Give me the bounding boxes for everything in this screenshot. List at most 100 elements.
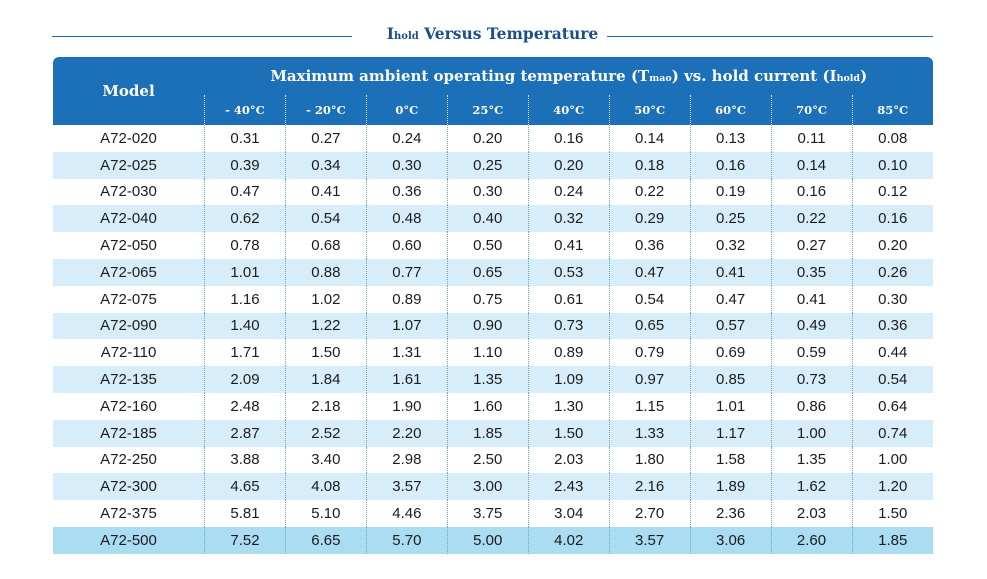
- model-cell: A72-065: [53, 258, 205, 286]
- hold-current-cell: 2.20: [365, 419, 448, 447]
- hold-current-cell: 0.41: [527, 232, 610, 259]
- model-cell: A72-050: [100, 237, 157, 255]
- hold-current-cell: 0.13: [689, 125, 772, 152]
- hold-current-cell: 1.30: [527, 392, 610, 420]
- model-cell: A72-020: [100, 129, 157, 147]
- table-row: A72-110 1.71 1.50 1.31 1.10 0.89 0.79 0.69 0.59 0…: [53, 339, 933, 367]
- hold-current-cell: 0.53: [527, 258, 610, 286]
- hold-current-cell: 0.24: [527, 178, 610, 206]
- hold-current-cell: 0.16: [851, 205, 933, 233]
- table-row: A72-500 7.52 6.65 5.70 5.00 4.02 3.57 3.06 2.60 1…: [53, 526, 933, 554]
- table-row: A72-050 0.78 0.68 0.60 0.50 0.41 0.36 0.32 0.27 0…: [53, 232, 933, 259]
- hold-current-cell: 3.04: [527, 500, 610, 527]
- hold-current-cell: 0.25: [689, 205, 772, 233]
- hold-current-cell: 1.85: [851, 526, 933, 554]
- model-cell: A72-030: [100, 183, 157, 201]
- hold-current-cell: 0.30: [851, 285, 933, 313]
- hold-current-cell: 0.68: [284, 232, 367, 259]
- hold-current-cell: 0.78: [204, 232, 286, 259]
- hold-current-cell: 0.74: [851, 419, 933, 447]
- model-cell: A72-160: [100, 397, 157, 415]
- temperature-column-header: 25°C: [446, 95, 529, 125]
- hold-current-cell: 1.02: [284, 285, 367, 313]
- hold-current-cell: 1.35: [770, 446, 852, 474]
- title-bar: Ihold Versus Temperature: [52, 22, 933, 48]
- hold-current-cell: 3.06: [689, 526, 772, 554]
- hold-current-cell: 3.40: [284, 446, 367, 474]
- hold-current-cell: 0.85: [689, 366, 772, 393]
- hold-current-cell: 0.32: [689, 232, 772, 259]
- hold-current-cell: 7.52: [204, 526, 286, 554]
- hold-current-cell: 0.19: [689, 178, 772, 206]
- temperature-column-header: 0°C: [365, 95, 448, 125]
- hold-current-cell: 0.31: [204, 125, 286, 152]
- hold-current-cell: 1.50: [851, 500, 933, 527]
- model-cell: A72-110: [100, 344, 157, 362]
- temperature-column-header: 40°C: [527, 95, 610, 125]
- model-cell: A72-500: [53, 526, 205, 554]
- hold-current-cell: 1.90: [365, 392, 448, 420]
- hold-current-cell: 0.08: [851, 125, 933, 152]
- hold-current-cell: 0.16: [689, 151, 772, 179]
- hold-current-cell: 0.29: [608, 205, 691, 233]
- hold-current-cell: 0.36: [851, 312, 933, 340]
- hold-current-cell: 0.25: [446, 151, 529, 179]
- hold-current-cell: 2.50: [446, 446, 529, 474]
- table-row: A72-375 5.81 5.10 4.46 3.75 3.04 2.70 2.36 2.03 1…: [53, 500, 933, 527]
- hold-current-cell: 5.70: [365, 526, 448, 554]
- hold-current-cell: 3.75: [446, 500, 529, 527]
- table-row: A72-020 0.31 0.27 0.24 0.20 0.16 0.14 0.13 0.11 0…: [53, 125, 933, 152]
- hold-current-cell: 0.89: [527, 339, 610, 367]
- table-row: A72-300 4.65 4.08 3.57 3.00 2.43 2.16 1.89 1.62 1…: [53, 473, 933, 501]
- hold-current-cell: 1.50: [284, 339, 367, 367]
- hold-current-cell: 1.60: [446, 392, 529, 420]
- table-row: A72-075 1.16 1.02 0.89 0.75 0.61 0.54 0.47 0.41 0…: [53, 285, 933, 313]
- hold-current-cell: 0.40: [446, 205, 529, 233]
- model-column-header: Model: [53, 57, 205, 125]
- hold-current-cell: 0.47: [204, 178, 286, 206]
- hold-current-cell: 0.20: [851, 232, 933, 259]
- hold-current-cell: 3.88: [204, 446, 286, 474]
- hold-current-cell: 2.87: [204, 419, 286, 447]
- hold-current-cell: 0.64: [851, 392, 933, 420]
- temperature-column-header: - 40°C: [204, 95, 286, 125]
- hold-current-cell: 1.89: [689, 473, 772, 501]
- model-cell: A72-250: [100, 451, 157, 469]
- hold-current-cell: 2.52: [284, 419, 367, 447]
- hold-current-cell: 0.36: [608, 232, 691, 259]
- model-cell: A72-185: [53, 419, 205, 447]
- hold-current-cell: 0.20: [527, 151, 610, 179]
- hold-current-cell: 0.16: [770, 178, 852, 206]
- hold-current-cell: 0.41: [284, 178, 367, 206]
- table-title: Ihold Versus Temperature: [386, 24, 599, 43]
- hold-current-cell: 1.07: [365, 312, 448, 340]
- temperature-column-header: 85°C: [851, 95, 933, 125]
- hold-current-cell: 0.47: [608, 258, 691, 286]
- temperature-group-header: Maximum ambient operating temperature (T…: [204, 57, 933, 95]
- hold-current-cell: 0.20: [446, 125, 529, 152]
- hold-current-cell: 1.71: [204, 339, 286, 367]
- hold-current-cell: 0.48: [365, 205, 448, 233]
- hold-current-cell: 0.54: [608, 285, 691, 313]
- hold-current-cell: 0.12: [851, 178, 933, 206]
- hold-current-cell: 1.62: [770, 473, 852, 501]
- model-cell: A72-090: [53, 312, 205, 340]
- hold-current-cell: 0.90: [446, 312, 529, 340]
- hold-current-cell: 0.32: [527, 205, 610, 233]
- hold-current-cell: 1.40: [204, 312, 286, 340]
- temperature-header-row: - 40°C - 20°C 0°C 25°C 40°C 50°C 60°C 70°C 85°C: [53, 95, 933, 125]
- hold-current-cell: 2.36: [689, 500, 772, 527]
- hold-current-cell: 0.10: [851, 151, 933, 179]
- model-cell: A72-135: [53, 366, 205, 393]
- hold-current-cell: 0.16: [527, 125, 610, 152]
- hold-current-cell: 5.81: [204, 500, 286, 527]
- hold-current-cell: 1.16: [204, 285, 286, 313]
- hold-current-cell: 1.15: [608, 392, 691, 420]
- temperature-column-header: 60°C: [689, 95, 772, 125]
- hold-current-cell: 0.30: [365, 151, 448, 179]
- hold-current-cell: 0.69: [689, 339, 772, 367]
- hold-current-cell: 0.41: [689, 258, 772, 286]
- hold-current-cell: 4.46: [365, 500, 448, 527]
- hold-current-cell: 4.65: [204, 473, 286, 501]
- hold-current-cell: 1.09: [527, 366, 610, 393]
